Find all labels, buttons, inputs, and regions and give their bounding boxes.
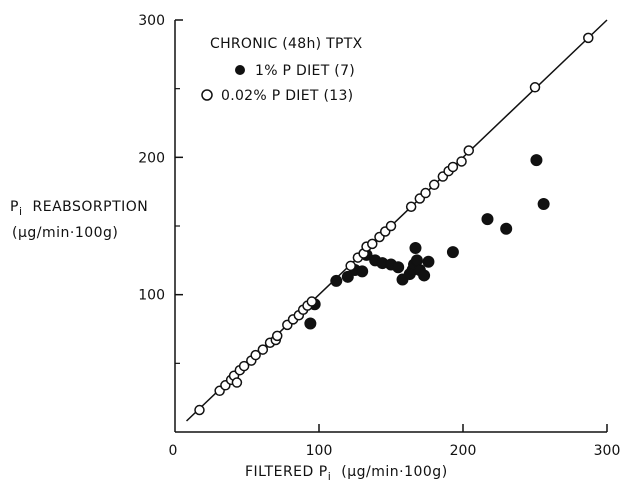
point-002pct-diet: [420, 187, 431, 199]
point-002pct-diet: [367, 238, 378, 250]
x-label-units: (μg/min·100g): [341, 464, 447, 480]
point-002pct-diet: [463, 145, 475, 156]
x-tick-label: 0: [169, 443, 178, 459]
point-002pct-diet: [345, 260, 356, 272]
point-1pct-diet: [530, 154, 543, 167]
point-1pct-diet: [356, 265, 369, 278]
point-1pct-diet: [418, 269, 431, 282]
x-axis-label: FILTERED Pi (μg/min·100g): [245, 464, 448, 483]
point-1pct-diet: [537, 198, 550, 211]
point-002pct-diet: [385, 220, 397, 232]
data-points: [194, 32, 594, 416]
axes: [174, 19, 608, 433]
point-1pct-diet: [500, 222, 513, 235]
point-002pct-diet: [456, 156, 467, 167]
y-label-subscript: i: [19, 205, 23, 218]
point-1pct-diet: [409, 241, 422, 254]
x-label-main: FILTERED P: [245, 464, 328, 480]
point-1pct-diet: [446, 246, 459, 259]
y-tick-label: 200: [138, 150, 165, 166]
point-1pct-diet: [392, 261, 405, 274]
point-002pct-diet: [257, 344, 269, 355]
y-axis-label: Pi REABSORPTION (μg/min·100g): [10, 199, 148, 241]
x-tick-label: 200: [450, 443, 477, 459]
legend: CHRONIC (48h) TPTX 1% P DIET (7) 0.02% P…: [201, 36, 363, 104]
point-1pct-diet: [304, 317, 317, 330]
x-label-subscript: i: [328, 470, 332, 483]
point-1pct-diet: [481, 213, 494, 226]
point-002pct-diet: [405, 201, 417, 213]
point-002pct-diet: [250, 349, 261, 361]
legend-marker-open: [201, 89, 213, 101]
y-tick-label: 100: [138, 288, 165, 304]
point-1pct-diet: [422, 255, 435, 268]
svg-text:FILTERED Pi(μg/min·100g): FILTERED Pi (μg/min·100g): [245, 464, 448, 483]
point-002pct-diet: [194, 404, 205, 416]
x-tick-label: 100: [306, 443, 333, 459]
x-tick-label: 300: [594, 443, 621, 459]
y-label-units: (μg/min·100g): [12, 225, 118, 241]
point-1pct-diet: [330, 274, 343, 287]
point-002pct-diet: [238, 360, 250, 372]
tick-labels: 0 100 200 300 100 200 300: [138, 13, 620, 459]
point-002pct-diet: [306, 296, 318, 307]
point-1pct-diet: [341, 270, 354, 283]
point-002pct-diet: [447, 161, 459, 173]
legend-title: CHRONIC (48h) TPTX: [210, 36, 363, 52]
legend-label-series-1: 1% P DIET (7): [255, 63, 355, 79]
point-002pct-diet: [529, 82, 541, 93]
y-label-word: REABSORPTION: [33, 199, 149, 215]
y-tick-label: 300: [138, 13, 165, 29]
point-002pct-diet: [428, 179, 440, 191]
point-002pct-diet: [583, 32, 594, 44]
legend-label-series-2: 0.02% P DIET (13): [221, 88, 353, 104]
legend-marker-filled: [235, 65, 245, 75]
y-label-p: P: [10, 199, 19, 215]
point-002pct-diet: [231, 377, 243, 388]
point-002pct-diet: [271, 330, 283, 342]
